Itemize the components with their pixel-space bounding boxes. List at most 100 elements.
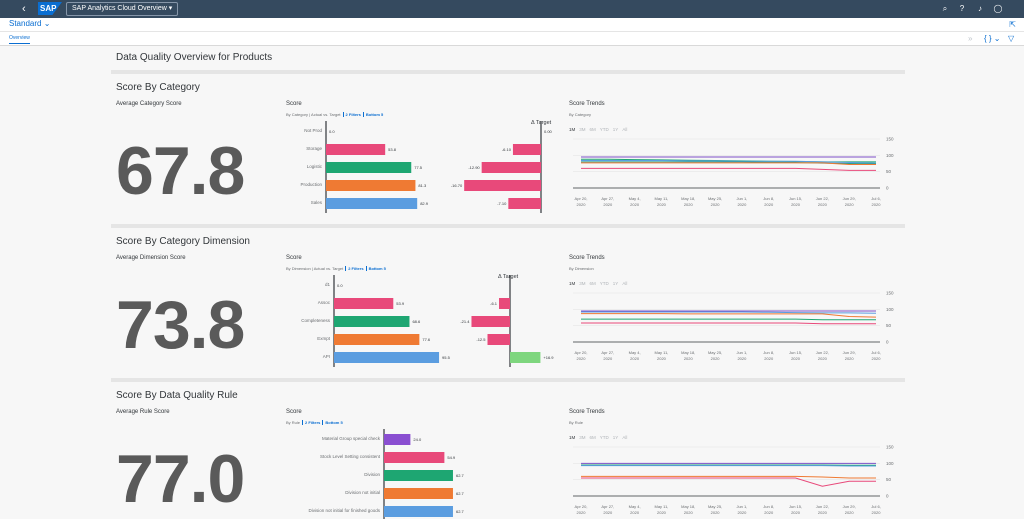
variant-select[interactable]: Standard ⌄ [9, 19, 51, 28]
x-tick-label: May 18, [681, 350, 695, 355]
time-filter-ytd[interactable]: YTD [599, 281, 609, 286]
time-filter-1m[interactable]: 1M [569, 435, 576, 440]
filters-link[interactable]: 2 Filters [342, 112, 361, 117]
time-filter-1m[interactable]: 1M [569, 127, 576, 132]
filters-link[interactable]: 2 Filters [302, 420, 321, 425]
trend-series-line[interactable] [581, 311, 877, 314]
score-bar[interactable] [384, 452, 445, 463]
x-tick-label: Jul 6, [871, 504, 881, 509]
time-filter-1m[interactable]: 1M [569, 281, 576, 286]
time-filter-all[interactable]: All [622, 281, 628, 286]
score-bar-chart: Not Prod 0.0 Storage 53.8 Logistic 77.5 Produc… [300, 121, 429, 213]
score-bar[interactable] [384, 434, 411, 445]
score-bar[interactable] [326, 180, 416, 191]
score-bar[interactable] [384, 470, 453, 481]
time-filter-1y[interactable]: 1Y [612, 281, 619, 286]
shell-bar: ‹ SAP SAP Analytics Cloud Overview ▾ ⌕ ?… [0, 0, 1024, 18]
trend-series-line[interactable] [581, 322, 876, 325]
time-filter-ytd[interactable]: YTD [599, 127, 609, 132]
x-tick-year: 2020 [657, 356, 667, 361]
code-icon[interactable]: { } ⌄ [984, 34, 1001, 43]
time-filter-6m[interactable]: 6M [589, 127, 596, 132]
bell-icon[interactable]: ♪ [978, 4, 982, 13]
bar-value-label: 54.9 [447, 455, 456, 460]
trend-series-line[interactable] [581, 167, 876, 171]
help-icon[interactable]: ? [959, 4, 965, 13]
user-icon[interactable]: ◯ [993, 4, 1003, 13]
score-bar[interactable] [326, 162, 412, 173]
trend-series-line[interactable] [581, 160, 877, 164]
page-title: Data Quality Overview for Products [116, 52, 273, 63]
time-filter-1y[interactable]: 1Y [612, 435, 619, 440]
section-title: Score By Category Dimension [116, 236, 250, 247]
category-label: Completeness [301, 318, 331, 323]
time-filter-3m[interactable]: 3M [579, 435, 586, 440]
filters-link[interactable]: 2 Filters [345, 266, 364, 271]
bar-value-label: 82.9 [420, 201, 429, 206]
score-bar[interactable] [334, 334, 420, 345]
score-subtitle-text: By Dimension | Actual vs. Target [286, 266, 344, 271]
x-tick-year: 2020 [818, 202, 828, 207]
x-tick-year: 2020 [603, 356, 613, 361]
category-label: Division not initial for finished goods [308, 508, 380, 513]
trend-series-line[interactable] [581, 475, 876, 479]
filter-icon[interactable]: ▽ [1008, 34, 1015, 43]
x-tick-label: May 4, [629, 504, 641, 509]
x-tick-label: May 25, [708, 504, 722, 509]
delta-bar[interactable] [512, 144, 541, 155]
bar-value-label: 77.6 [422, 337, 431, 342]
time-filter-ytd[interactable]: YTD [599, 435, 609, 440]
delta-target-chart: -6.1 -21.4 -12.5 +16.9 [460, 275, 554, 367]
trend-series-line[interactable] [581, 477, 876, 487]
time-filter-all[interactable]: All [622, 127, 628, 132]
time-filter-1y[interactable]: 1Y [612, 127, 619, 132]
time-filter-3m[interactable]: 3M [579, 281, 586, 286]
delta-bar[interactable] [508, 198, 541, 209]
x-tick-label: Apr 20, [575, 196, 588, 201]
trend-series-line[interactable] [581, 313, 877, 318]
score-bar[interactable] [384, 506, 453, 517]
tab-overview[interactable]: Overview [9, 35, 30, 44]
bottom-n-link[interactable]: Bottom 5 [322, 420, 343, 425]
x-tick-label: Jun 29, [843, 196, 856, 201]
time-filter-all[interactable]: All [622, 435, 628, 440]
delta-bar[interactable] [510, 352, 541, 363]
tab-bar: Overview » { } ⌄ ▽ [0, 32, 1024, 46]
x-tick-label: Jun 1, [736, 504, 747, 509]
time-filter-6m[interactable]: 6M [589, 435, 596, 440]
delta-bar[interactable] [487, 334, 511, 345]
score-subtitle-text: By Rule [286, 420, 301, 425]
score-bar[interactable] [326, 144, 386, 155]
trend-series-line[interactable] [581, 162, 876, 165]
time-filter-6m[interactable]: 6M [589, 281, 596, 286]
bottom-n-link[interactable]: Bottom 5 [365, 266, 386, 271]
next-icon[interactable]: » [968, 34, 973, 43]
score-subtitle: By Category | Actual vs. Target 2 Filters… [286, 112, 384, 117]
score-bar[interactable] [334, 352, 440, 363]
app-title-menu[interactable]: SAP Analytics Cloud Overview ▾ [66, 2, 179, 16]
score-bar[interactable] [326, 198, 418, 209]
share-icon[interactable]: ⇱ [1009, 20, 1016, 29]
time-filter-3m[interactable]: 3M [579, 127, 586, 132]
trend-series-line[interactable] [581, 318, 876, 321]
x-tick-label: Jul 6, [871, 196, 881, 201]
delta-bar[interactable] [464, 180, 541, 191]
bar-value-label: 62.7 [456, 473, 465, 478]
score-bar[interactable] [334, 316, 410, 327]
score-bar[interactable] [334, 298, 394, 309]
x-tick-label: Apr 20, [575, 504, 588, 509]
search-icon[interactable]: ⌕ [942, 4, 948, 13]
delta-bar[interactable] [499, 298, 510, 309]
x-tick-year: 2020 [577, 510, 587, 515]
delta-bar[interactable] [481, 162, 541, 173]
bottom-n-link[interactable]: Bottom 5 [362, 112, 384, 117]
category-label: Material Group special check [322, 436, 381, 441]
category-label: Not Prod [304, 128, 322, 133]
back-icon[interactable]: ‹ [22, 3, 26, 15]
x-tick-label: Jun 1, [736, 196, 747, 201]
delta-bar[interactable] [471, 316, 510, 327]
score-bar[interactable] [384, 488, 453, 499]
x-tick-year: 2020 [684, 510, 694, 515]
score-bar-chart: d1 0.0 Assoc 53.9 Completeness 68.6 Exmpt 77.6 A… [301, 275, 451, 367]
